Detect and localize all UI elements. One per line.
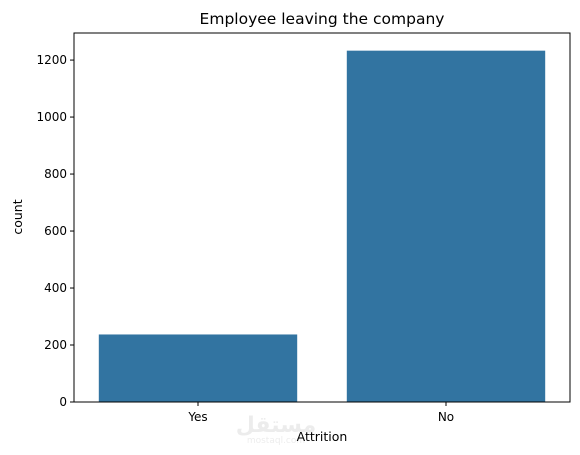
- y-tick-label: 400: [44, 281, 67, 295]
- y-tick-label: 600: [44, 224, 67, 238]
- y-tick-label: 0: [59, 395, 67, 409]
- y-tick-label: 1000: [36, 110, 67, 124]
- y-tick-label: 1200: [36, 53, 67, 67]
- chart-title: Employee leaving the company: [200, 10, 445, 28]
- watermark-logo: مستقل mostaql.com: [236, 413, 316, 446]
- x-tick-label: Yes: [187, 410, 207, 424]
- y-tick-label: 200: [44, 338, 67, 352]
- x-axis: Yes No: [187, 402, 454, 424]
- y-axis: 0 200 400 600 800 1000 1200: [36, 53, 74, 409]
- y-axis-label: count: [10, 199, 25, 234]
- x-tick-label: No: [438, 410, 454, 424]
- bars: [98, 50, 546, 402]
- y-tick-label: 800: [44, 167, 67, 181]
- bar-yes: [98, 334, 298, 402]
- x-axis-label: Attrition: [297, 429, 348, 444]
- plot-frame: [73, 32, 571, 403]
- bar-no: [346, 50, 546, 402]
- svg-text:مستقل: مستقل: [236, 413, 316, 438]
- svg-text:mostaql.com: mostaql.com: [247, 436, 305, 446]
